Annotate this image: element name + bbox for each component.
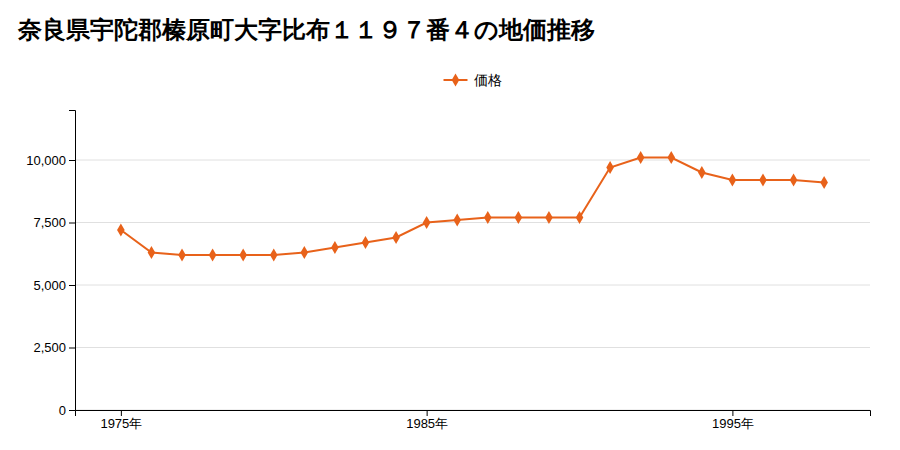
y-tick-label: 10,000: [26, 153, 66, 168]
marker: [759, 173, 767, 186]
x-axis-line: [76, 411, 871, 417]
marks: [117, 151, 828, 262]
marker: [820, 176, 828, 189]
x-tick-mark: [427, 410, 428, 416]
x-tick: 1995年: [712, 410, 754, 431]
marker: [423, 216, 431, 229]
chart: 奈良県宇陀郡榛原町大字比布１１９７番４の地価推移 1975年 1985年 1995年 0…: [0, 0, 900, 450]
x-tick-label: 1985年: [406, 416, 448, 431]
grid-line: [75, 222, 870, 223]
x-tick-mark: [121, 410, 122, 416]
legend-label: 価格: [474, 72, 502, 88]
marker: [270, 248, 278, 261]
marker: [484, 211, 492, 224]
marker: [453, 213, 461, 226]
legend-marker: [452, 73, 460, 86]
x-tick: 1985年: [406, 410, 448, 431]
marker: [790, 173, 798, 186]
marker: [698, 166, 706, 179]
x-tick: 1975年: [100, 410, 142, 431]
grid-line: [75, 347, 870, 348]
title: 奈良県宇陀郡榛原町大字比布１１９７番４の地価推移: [17, 16, 595, 44]
marker: [301, 246, 309, 259]
x-tick-label: 1995年: [712, 416, 754, 431]
y-tick-label: 2,500: [33, 340, 66, 355]
y-tick: 0: [59, 403, 75, 418]
marker: [117, 223, 125, 236]
marker: [667, 151, 675, 164]
marker: [362, 236, 370, 249]
grid-line: [75, 160, 870, 161]
marker: [392, 231, 400, 244]
y-tick: 2,500: [33, 340, 75, 355]
plot: 1975年 1985年 1995年 0 2,500 5,000 7,500 10,000: [26, 111, 870, 432]
x-tick-label: 1975年: [100, 416, 142, 431]
x-tick-mark: [732, 410, 733, 416]
marker: [576, 211, 584, 224]
grid-line: [75, 285, 870, 286]
marker: [515, 211, 523, 224]
legend: 価格: [444, 72, 502, 88]
marker: [606, 161, 614, 174]
y-tick-mark: [69, 348, 75, 349]
marker: [239, 248, 247, 261]
marker: [209, 248, 217, 261]
y-tick-label: 5,000: [33, 278, 66, 293]
marker: [729, 173, 737, 186]
y-tick: 5,000: [33, 278, 75, 293]
marker: [148, 246, 156, 259]
x-axis: 1975年 1985年 1995年: [76, 410, 871, 431]
marker: [545, 211, 553, 224]
y-axis: 0 2,500 5,000 7,500 10,000: [26, 111, 75, 418]
y-tick-mark: [69, 285, 75, 286]
y-tick: 10,000: [26, 153, 75, 168]
marker: [178, 248, 186, 261]
y-tick: 7,500: [33, 215, 75, 230]
y-tick-label: 0: [59, 403, 66, 418]
y-tick-label: 7,500: [33, 215, 66, 230]
y-tick-mark: [69, 223, 75, 224]
line: [121, 158, 824, 256]
marker: [331, 241, 339, 254]
y-tick-mark: [69, 160, 75, 161]
y-tick-mark: [69, 410, 75, 411]
y-axis-line: [69, 111, 76, 411]
legend-item: 価格: [444, 72, 502, 88]
marker: [637, 151, 645, 164]
grid: [75, 160, 870, 410]
